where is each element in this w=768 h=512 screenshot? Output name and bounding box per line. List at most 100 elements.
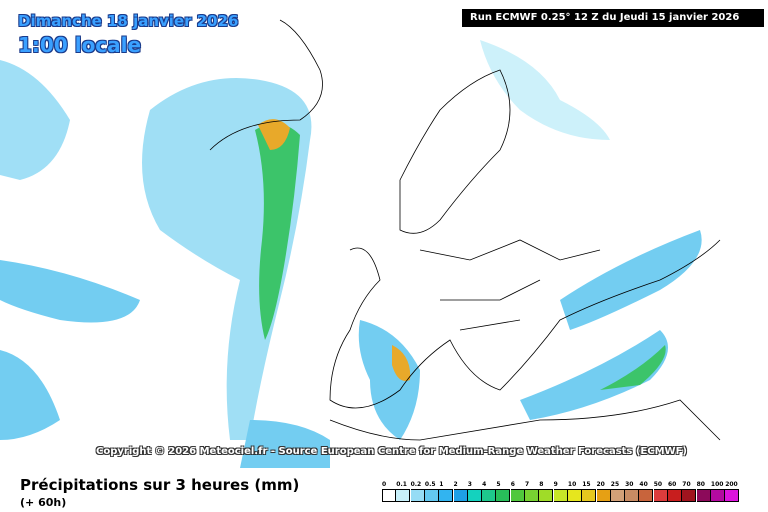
legend-item: 25 [610, 480, 625, 502]
legend-swatch [539, 489, 554, 502]
legend-label: 0.2 [410, 481, 422, 488]
legend-item: 70 [682, 480, 697, 502]
legend-label: 80 [696, 481, 705, 488]
legend-swatch [596, 489, 611, 502]
legend-item: 80 [696, 480, 711, 502]
legend-item: 50 [653, 480, 668, 502]
legend-item: 100 [710, 480, 725, 502]
legend-label: 2 [453, 481, 458, 488]
legend-swatch [424, 489, 439, 502]
legend-item: 20 [596, 480, 611, 502]
legend-item: 0.1 [396, 480, 411, 502]
legend-item: 200 [725, 480, 740, 502]
legend-label: 7 [525, 481, 530, 488]
legend-label: 4 [482, 481, 487, 488]
legend-label: 200 [725, 481, 738, 488]
coastline [399, 69, 511, 234]
legend-item: 5 [496, 480, 511, 502]
legend-swatch [382, 489, 396, 502]
legend-item: 10 [567, 480, 582, 502]
legend-label: 70 [682, 481, 691, 488]
legend-label: 25 [610, 481, 620, 488]
precip-area [255, 123, 300, 340]
legend-label: 30 [625, 481, 634, 488]
legend-swatch [639, 489, 654, 502]
legend-item: 30 [625, 480, 640, 502]
precip-area [258, 119, 290, 150]
legend-swatch [696, 489, 711, 502]
forecast-time: 1:00 locale [18, 33, 142, 57]
precip-area [560, 230, 702, 330]
legend-swatch [582, 489, 597, 502]
precip-area [0, 260, 140, 323]
legend-label: 20 [596, 481, 605, 488]
precip-area [0, 350, 60, 440]
precip-area [240, 420, 330, 468]
legend-swatch [410, 489, 425, 502]
legend-item: 2 [453, 480, 468, 502]
legend-item: 8 [539, 480, 554, 502]
legend-swatch [710, 489, 725, 502]
precip-area [520, 330, 668, 420]
legend-item: 9 [553, 480, 568, 502]
legend-swatch [439, 489, 454, 502]
legend-swatch [467, 489, 482, 502]
legend-item: 0.5 [424, 480, 439, 502]
legend-label: 5 [496, 481, 501, 488]
legend-label: 3 [467, 481, 472, 488]
legend-item: 3 [467, 480, 482, 502]
forecast-date: Dimanche 18 janvier 2026 [18, 12, 239, 30]
precipitation [0, 40, 702, 468]
legend-label: 0.1 [396, 481, 407, 488]
legend-item: 7 [525, 480, 539, 502]
legend-swatch [553, 489, 568, 502]
legend-label: 15 [582, 481, 591, 488]
legend-label: 1 [439, 481, 444, 488]
legend-swatch [396, 489, 411, 502]
coastline [209, 19, 323, 151]
precip-area [392, 345, 411, 381]
legend-swatch [482, 489, 497, 502]
legend-item: 0 [382, 480, 396, 502]
legend-item: 15 [582, 480, 597, 502]
legend-swatch [525, 489, 539, 502]
legend-swatch [453, 489, 468, 502]
precip-area [358, 320, 420, 440]
legend-label: 0 [382, 481, 387, 488]
legend-label: 40 [639, 481, 648, 488]
legend-swatch [496, 489, 511, 502]
precip-area [480, 40, 610, 140]
legend-label: 10 [567, 481, 577, 488]
legend-swatch [653, 489, 668, 502]
coastlines [209, 19, 721, 441]
copyright: Copyright © 2026 Meteociel.fr - Source E… [96, 446, 687, 457]
legend-item: 4 [482, 480, 497, 502]
legend-label: 60 [668, 481, 677, 488]
legend-label: 50 [653, 481, 663, 488]
legend-swatch [625, 489, 640, 502]
legend-swatch [668, 489, 682, 502]
coastline [329, 239, 721, 409]
footer: Précipitations sur 3 heures (mm) (+ 60h)… [0, 468, 768, 512]
legend-item: 40 [639, 480, 654, 502]
legend-item: 6 [510, 480, 525, 502]
legend-swatch [610, 489, 625, 502]
precip-area [600, 345, 666, 390]
legend-swatch [510, 489, 525, 502]
coastline [329, 399, 721, 441]
legend-item: 0.2 [410, 480, 425, 502]
legend-label: 9 [553, 481, 558, 488]
legend-label: 100 [710, 481, 724, 488]
legend-swatch [682, 489, 697, 502]
footer-title: Précipitations sur 3 heures (mm) [20, 476, 300, 494]
legend-item: 60 [668, 480, 682, 502]
footer-subtitle: (+ 60h) [20, 496, 67, 509]
legend-item: 1 [439, 480, 454, 502]
map [0, 19, 721, 468]
border [419, 239, 601, 331]
legend-swatch [725, 489, 740, 502]
legend-swatch [567, 489, 582, 502]
run-info: Run ECMWF 0.25° 12 Z du Jeudi 15 janvier… [462, 9, 764, 27]
legend-label: 8 [539, 481, 544, 488]
